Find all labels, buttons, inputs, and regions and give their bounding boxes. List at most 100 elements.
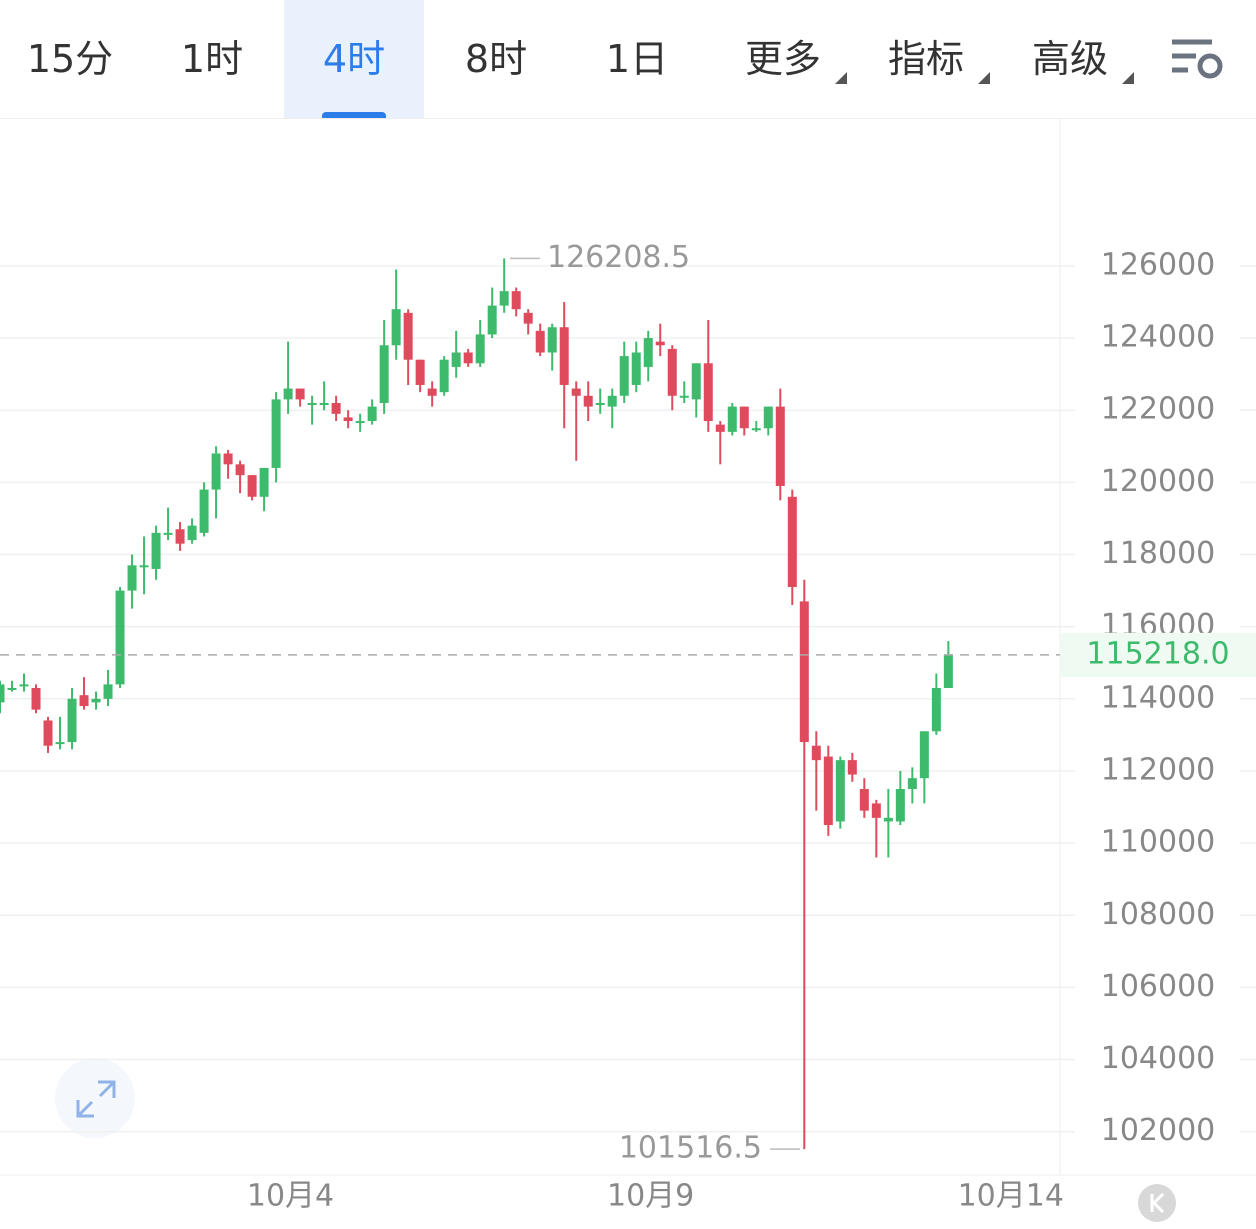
candle-body [439,359,449,393]
candle [715,421,725,465]
candle [187,518,197,544]
y-tick-label: 122000 [1101,392,1216,427]
candle [667,345,677,411]
candle [619,341,629,403]
candle [871,799,881,858]
settings-icon[interactable] [1172,39,1223,79]
candle [739,406,749,436]
candle [391,269,401,360]
tab[interactable]: 1日 [605,37,669,81]
candle [19,673,29,692]
candle [475,320,485,367]
candle-body [583,395,593,407]
candle-body [199,489,209,533]
candle [571,381,581,461]
k-button[interactable] [1138,1184,1176,1222]
candle-body [0,684,5,703]
candle [367,399,377,425]
candle [0,680,5,714]
candle-body [31,687,41,710]
low-label: 101516.5 [619,1131,762,1166]
candle [55,716,65,750]
candle-body [703,363,713,422]
candle-body [595,402,605,405]
candle-body [355,421,365,424]
candle-body [283,388,293,400]
candle-body [391,309,401,346]
candle [643,330,653,382]
candle [163,507,173,541]
candle [403,309,413,385]
candle [799,579,809,1150]
candle-body [607,395,617,407]
candle-body [307,402,317,405]
tab[interactable]: 8时 [464,37,528,81]
candle [259,467,269,512]
candle [307,395,317,425]
tab[interactable]: 指标 [887,37,964,81]
candle-body [247,475,257,497]
candle [655,323,665,357]
candle [67,687,77,750]
y-tick-label: 106000 [1101,969,1216,1004]
candle [295,388,305,407]
candle [691,363,701,418]
candle-body [19,684,29,687]
candle [787,489,797,606]
candle [151,525,161,580]
candle [379,320,389,414]
candle-body [451,352,461,367]
dropdown-arrow [1122,72,1134,84]
candle-body [379,345,389,403]
tab-bar: 15分 1时 4时 8时 1日 更多 指标 高级 [0,0,1256,119]
tab[interactable]: 4时 [284,0,424,118]
candle [235,460,245,494]
tab[interactable]: 1时 [180,37,244,81]
candle-body [139,565,149,568]
candle [679,381,689,403]
tab[interactable]: 更多 [744,37,821,81]
candle [283,341,293,414]
candle-body [427,388,437,396]
candle-body [739,406,749,429]
candle-body [835,760,845,822]
candle-body [127,565,137,591]
candle-body [259,467,269,497]
tab[interactable]: 高级 [1031,37,1108,81]
candle [727,402,737,436]
candle [451,330,461,378]
candle [331,395,341,422]
candle-body [931,687,941,732]
last-price-label: 115218.0 [1086,636,1229,671]
candle-body [559,327,569,385]
expand-button[interactable] [55,1058,135,1138]
candle-body [223,453,233,465]
candle-body [907,778,917,789]
candle-body [403,312,413,360]
candle-body [775,406,785,486]
y-tick-label: 104000 [1101,1041,1216,1076]
candle-body [523,312,533,324]
candle [943,641,953,688]
candle-body [415,359,425,385]
candle [463,348,473,367]
candle-body [799,601,809,743]
candle [211,446,221,519]
candle-body [895,788,905,822]
candle [547,323,557,371]
candle [439,356,449,396]
candle-body [187,525,197,541]
candle-body [331,402,341,414]
y-tick-label: 124000 [1101,320,1216,355]
tab[interactable]: 15分 [26,37,114,81]
candle [499,258,509,313]
candle [823,745,833,836]
candle [847,752,857,782]
candle-body [43,720,53,746]
candle-body [787,496,797,587]
candle [775,388,785,501]
candle-body [679,395,689,398]
candle-body [235,464,245,476]
candle-body [919,731,929,779]
candle-body [655,341,665,346]
